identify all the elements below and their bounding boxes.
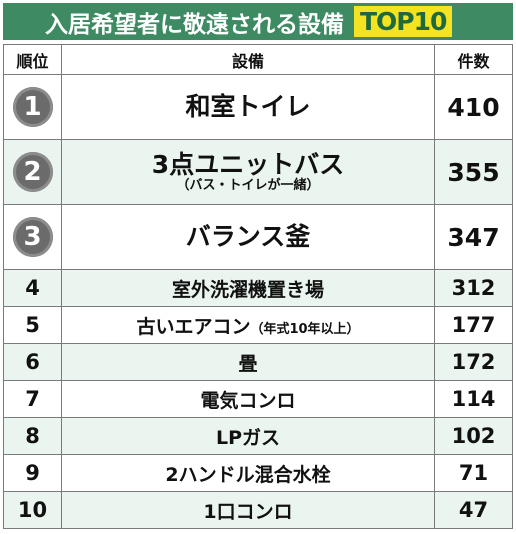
- equipment-name: バランス釜: [185, 222, 311, 252]
- table-row: 4 室外洗濯機置き場 312: [3, 269, 513, 307]
- header-row: 順位 設備 件数: [3, 44, 513, 75]
- rank-cell: 6: [3, 343, 62, 381]
- count-value: 71: [458, 461, 489, 485]
- title-banner: 入居希望者に敬遠される設備 TOP10: [3, 3, 513, 40]
- equipment-cell: 和室トイレ: [61, 74, 435, 140]
- ranking-table: 順位 設備 件数 1 和室トイレ 410 2 3点ユニットバス （バス・トイレが…: [3, 44, 513, 529]
- rank-number: 10: [17, 498, 48, 522]
- count-cell: 47: [434, 491, 513, 529]
- count-value: 312: [451, 276, 496, 300]
- rank-cell: 3: [3, 204, 62, 270]
- rank-cell: 2: [3, 139, 62, 205]
- count-value: 114: [451, 387, 496, 411]
- table-row: 8 LPガス 102: [3, 417, 513, 455]
- equipment-cell: 畳: [61, 343, 435, 381]
- rank-number: 6: [25, 350, 40, 374]
- count-cell: 71: [434, 454, 513, 492]
- table-row: 9 2ハンドル混合水栓 71: [3, 454, 513, 492]
- equipment-cell: LPガス: [61, 417, 435, 455]
- rank-cell: 9: [3, 454, 62, 492]
- equipment-cell: 室外洗濯機置き場: [61, 269, 435, 307]
- count-value: 347: [447, 222, 500, 252]
- rank-cell: 4: [3, 269, 62, 307]
- equipment-name: 古いエアコン: [136, 315, 251, 338]
- equipment-cell: 1口コンロ: [61, 491, 435, 529]
- equipment-name: 2ハンドル混合水栓: [165, 463, 331, 486]
- equipment-cell: 3点ユニットバス （バス・トイレが一緒）: [61, 139, 435, 205]
- count-cell: 172: [434, 343, 513, 381]
- table-row: 10 1口コンロ 47: [3, 491, 513, 529]
- rank-number: 4: [25, 276, 40, 300]
- equipment-name: LPガス: [215, 426, 281, 449]
- equipment-name: 1口コンロ: [203, 500, 293, 523]
- count-cell: 347: [434, 204, 513, 270]
- equipment-note: （年式10年以上）: [250, 321, 360, 337]
- table-row: 2 3点ユニットバス （バス・トイレが一緒） 355: [3, 139, 513, 205]
- equipment-note: （バス・トイレが一緒）: [176, 177, 320, 193]
- rank-cell: 5: [3, 306, 62, 344]
- rank-number: 8: [25, 424, 40, 448]
- count-cell: 312: [434, 269, 513, 307]
- top10-badge: TOP10: [354, 6, 453, 37]
- equipment-name: 畳: [238, 352, 258, 375]
- table-row: 3 バランス釜 347: [3, 204, 513, 270]
- table-row: 7 電気コンロ 114: [3, 380, 513, 418]
- equipment-cell: 2ハンドル混合水栓: [61, 454, 435, 492]
- count-value: 410: [447, 92, 500, 122]
- rank-number: 9: [25, 461, 40, 485]
- equipment-name: 室外洗濯機置き場: [171, 278, 324, 301]
- header-equipment: 設備: [61, 44, 435, 75]
- rank-medal-1: 1: [12, 87, 53, 127]
- rank-number: 5: [25, 313, 40, 337]
- count-cell: 114: [434, 380, 513, 418]
- count-value: 47: [458, 498, 489, 522]
- rank-cell: 8: [3, 417, 62, 455]
- count-value: 177: [451, 313, 496, 337]
- page-title: 入居希望者に敬遠される設備: [45, 11, 344, 38]
- table-row: 5 古いエアコン（年式10年以上） 177: [3, 306, 513, 344]
- equipment-name: 3点ユニットバス: [151, 150, 345, 180]
- count-cell: 177: [434, 306, 513, 344]
- header-rank: 順位: [3, 44, 62, 75]
- count-cell: 355: [434, 139, 513, 205]
- count-cell: 410: [434, 74, 513, 140]
- rank-number: 7: [25, 387, 40, 411]
- rank-cell: 7: [3, 380, 62, 418]
- count-cell: 102: [434, 417, 513, 455]
- rank-cell: 10: [3, 491, 62, 529]
- count-value: 102: [451, 424, 496, 448]
- rank-medal-2: 2: [12, 152, 53, 192]
- equipment-cell: 電気コンロ: [61, 380, 435, 418]
- count-value: 355: [447, 157, 500, 187]
- equipment-name: 電気コンロ: [200, 389, 296, 412]
- rank-medal-3: 3: [12, 217, 53, 257]
- rank-cell: 1: [3, 74, 62, 140]
- count-value: 172: [451, 350, 496, 374]
- header-count: 件数: [434, 44, 513, 75]
- equipment-cell: 古いエアコン（年式10年以上）: [61, 306, 435, 344]
- table-row: 1 和室トイレ 410: [3, 74, 513, 140]
- table-row: 6 畳 172: [3, 343, 513, 381]
- equipment-cell: バランス釜: [61, 204, 435, 270]
- equipment-name: 和室トイレ: [185, 92, 311, 122]
